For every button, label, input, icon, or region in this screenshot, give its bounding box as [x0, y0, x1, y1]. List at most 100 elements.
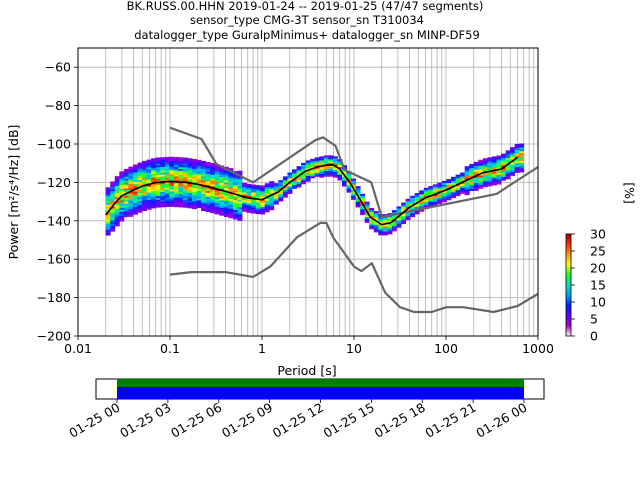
heatmap-cell	[237, 218, 243, 221]
heatmap-cell	[441, 200, 447, 203]
heatmap-cell	[446, 188, 452, 191]
heatmap-cell	[323, 163, 329, 166]
heatmap-cell	[282, 189, 288, 192]
heatmap-cell	[410, 203, 416, 206]
heatmap-cell	[305, 168, 311, 171]
plot-frame	[77, 47, 539, 337]
heatmap-cell	[151, 164, 157, 167]
heatmap-cell	[196, 163, 202, 166]
heatmap-cell	[169, 166, 175, 169]
heatmap-cell	[360, 197, 366, 200]
heatmap-cell	[182, 190, 188, 193]
heatmap-cell	[123, 197, 129, 200]
heatmap-cell	[273, 183, 279, 186]
heatmap-cell	[132, 168, 138, 171]
heatmap-cell	[482, 160, 488, 163]
heatmap-cell	[460, 189, 466, 192]
heatmap-cell	[278, 197, 284, 200]
heatmap-cell	[105, 227, 111, 230]
heatmap-cell	[210, 174, 216, 177]
heatmap-cell	[328, 170, 334, 173]
heatmap-cell	[255, 187, 261, 190]
heatmap-cell	[132, 212, 138, 215]
heatmap-cell	[446, 190, 452, 193]
heatmap-cell	[423, 187, 429, 190]
heatmap-cell	[155, 176, 161, 179]
heatmap-cell	[123, 188, 129, 191]
heatmap-cell	[251, 207, 257, 210]
heatmap-cell	[173, 172, 179, 175]
heatmap-cell	[237, 205, 243, 208]
heatmap-cell	[437, 198, 443, 201]
heatmap-cell	[205, 161, 211, 165]
heatmap-cell	[201, 178, 207, 181]
heatmap-cell	[246, 195, 252, 198]
heatmap-cell	[410, 214, 416, 218]
heatmap-cell	[251, 203, 257, 206]
heatmap-cell	[351, 182, 357, 185]
heatmap-cell	[346, 188, 352, 191]
heatmap-cell	[182, 195, 188, 199]
heatmap-cell	[187, 204, 193, 207]
heatmap-cell	[178, 195, 184, 198]
heatmap-cell	[155, 188, 161, 191]
heatmap-cell	[405, 198, 411, 201]
heatmap-cell	[423, 191, 429, 194]
heatmap-cell	[478, 171, 484, 174]
heatmap-cell	[305, 171, 311, 175]
y-tick-label: −180	[37, 290, 71, 305]
heatmap-cell	[301, 180, 307, 183]
heatmap-cell	[151, 167, 157, 171]
heatmap-cell	[319, 165, 325, 169]
heatmap-cell	[410, 199, 416, 202]
heatmap-cell	[210, 172, 216, 175]
heatmap-cell	[114, 181, 120, 185]
heatmap-cell	[478, 161, 484, 164]
heatmap-cell	[169, 168, 175, 171]
heatmap-cell	[487, 166, 493, 170]
heatmap-cell	[105, 208, 111, 211]
heatmap-cell	[260, 208, 266, 211]
heatmap-cell	[373, 226, 379, 229]
heatmap-cell	[219, 211, 225, 214]
heatmap-cell	[473, 163, 479, 166]
heatmap-cell	[501, 161, 506, 164]
heatmap-cell	[210, 184, 216, 187]
heatmap-cell	[501, 168, 506, 172]
heatmap-cell	[369, 223, 375, 226]
heatmap-cell	[360, 199, 366, 202]
heatmap-cell	[482, 165, 488, 169]
heatmap-cell	[246, 189, 252, 192]
heatmap-cell	[251, 186, 257, 189]
heatmap-cell	[469, 169, 475, 172]
heatmap-cell	[491, 166, 497, 169]
heatmap-cell	[296, 185, 302, 188]
heatmap-cell	[255, 192, 261, 195]
heatmap-cell	[351, 195, 357, 198]
heatmap-cell	[269, 190, 275, 193]
heatmap-cell	[142, 164, 147, 167]
heatmap-cell	[487, 159, 493, 162]
heatmap-cell	[205, 167, 211, 170]
heatmap-cell	[246, 185, 252, 188]
heatmap-cell	[160, 162, 166, 166]
heatmap-cell	[446, 178, 452, 182]
heatmap-cell	[264, 206, 270, 209]
heatmap-cell	[364, 201, 370, 204]
heatmap-cell	[228, 179, 234, 182]
heatmap-cell	[269, 204, 275, 207]
heatmap-cell	[173, 181, 179, 185]
y-tick-label: −60	[45, 60, 71, 75]
heatmap-cell	[110, 210, 116, 213]
heatmap-cell	[491, 173, 497, 176]
heatmap-cell	[114, 216, 120, 219]
heatmap-cell	[210, 180, 216, 183]
heatmap-cell	[373, 224, 379, 227]
heatmap-cell	[182, 165, 188, 168]
heatmap-cell	[128, 187, 134, 190]
heatmap-cell	[310, 170, 316, 173]
heatmap-cell	[373, 228, 379, 231]
heatmap-cell	[187, 179, 193, 182]
heatmap-cell	[514, 149, 520, 152]
heatmap-cell	[192, 158, 197, 162]
